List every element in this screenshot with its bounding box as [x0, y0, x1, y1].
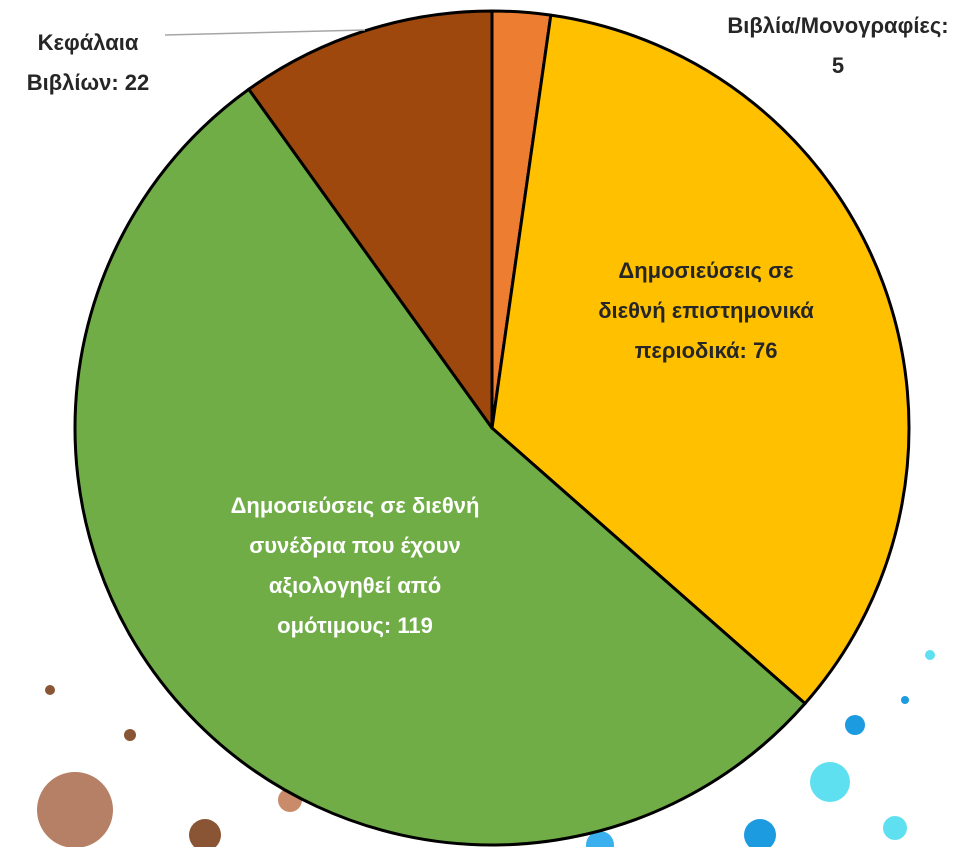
page: {"chart_data": {"type": "pie", "values":… [0, 0, 955, 847]
chart: Βιβλία/Μονογραφίες:5Δημοσιεύσεις σεδιεθν… [0, 0, 955, 847]
data-label: Βιβλία/Μονογραφίες:5 [727, 13, 948, 78]
leader-line [165, 30, 365, 35]
